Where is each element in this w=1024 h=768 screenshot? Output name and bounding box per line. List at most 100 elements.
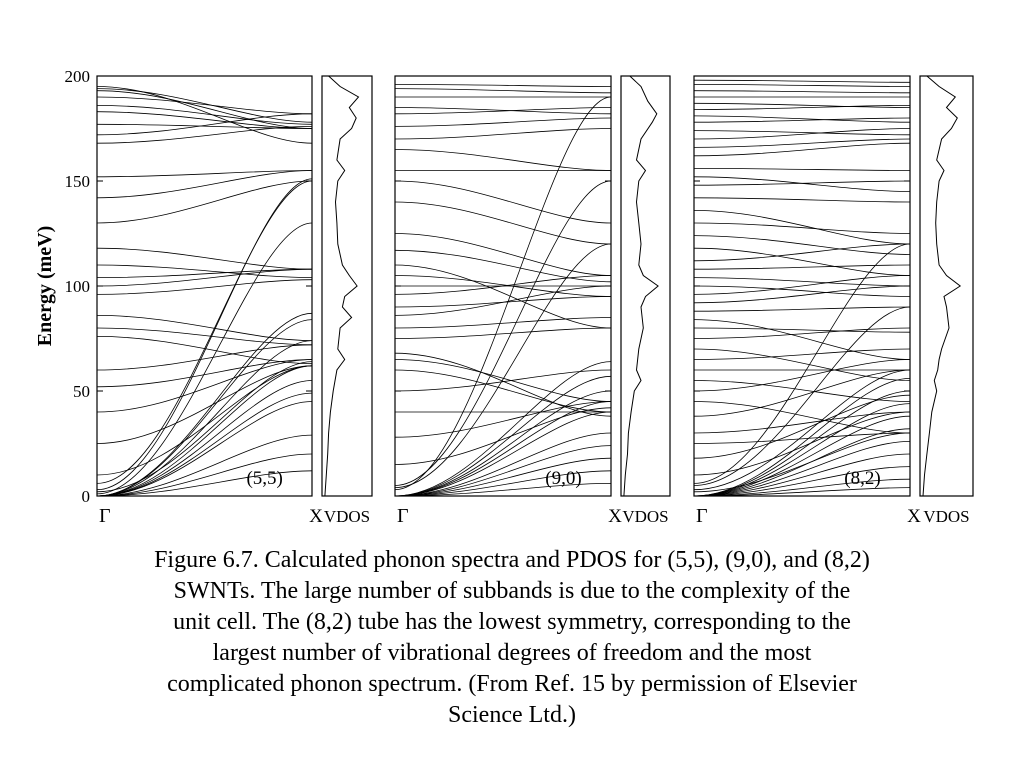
phonon-branch xyxy=(96,113,313,136)
y-tick-label: 200 xyxy=(65,67,91,86)
phonon-branch xyxy=(394,432,612,497)
phonon-branch xyxy=(693,432,911,444)
phonon-branch xyxy=(394,275,612,297)
phonon-branch xyxy=(96,470,313,497)
x-tick-label-gamma: Γ xyxy=(397,505,409,527)
phonon-branch xyxy=(693,115,911,123)
caption-line: Science Ltd.) xyxy=(448,702,576,728)
phonon-branch xyxy=(96,365,313,444)
phonon-branch xyxy=(96,340,313,497)
phonon-branch xyxy=(96,222,313,495)
panel-label: (8,2) xyxy=(844,468,880,489)
phonon-branch xyxy=(96,180,313,484)
phonon-branch xyxy=(96,327,313,346)
phonon-branch xyxy=(96,434,313,497)
phonon-branch xyxy=(394,390,612,497)
phonon-branch xyxy=(693,359,911,392)
phonon-branch xyxy=(394,96,612,491)
phonon-branch xyxy=(693,453,911,497)
phonon-branch xyxy=(693,235,911,255)
phonon-branch xyxy=(96,392,313,497)
x-tick-label-gamma: Γ xyxy=(696,505,708,527)
phonon-branch xyxy=(693,105,911,110)
phonon-branch xyxy=(693,142,911,157)
phonon-branch xyxy=(394,249,612,283)
phonon-branch xyxy=(96,170,313,199)
x-tick-label-x: X xyxy=(608,506,622,527)
x-tick-label-gamma: Γ xyxy=(99,505,111,527)
phonon-branch xyxy=(693,130,911,136)
phonon-branch xyxy=(96,105,313,125)
phonon-branch xyxy=(394,369,612,392)
phonon-branch xyxy=(394,361,612,497)
phonon-branch xyxy=(96,180,313,224)
phonon-branch xyxy=(394,117,612,127)
caption-line: largest number of vibrational degrees of… xyxy=(212,640,812,666)
phonon-branch xyxy=(693,222,911,234)
phonon-branch xyxy=(394,470,612,497)
phonon-branch xyxy=(394,317,612,329)
phonon-branch xyxy=(96,315,313,341)
caption-line: complicated phonon spectrum. (From Ref. … xyxy=(167,671,857,697)
phonon-branch xyxy=(96,359,313,413)
phonon-branch xyxy=(96,359,313,388)
phonon-branch xyxy=(394,84,612,87)
phonon-branch xyxy=(96,88,313,123)
phonon-branch xyxy=(394,243,612,488)
phonon-branch xyxy=(394,352,612,417)
phonon-branch xyxy=(693,210,911,245)
y-tick-label: 0 xyxy=(82,487,91,506)
phonon-branch xyxy=(394,401,612,438)
phonon-branch xyxy=(693,441,911,497)
phonon-branch xyxy=(693,168,911,171)
caption-line: Figure 6.7. Calculated phonon spectra an… xyxy=(154,547,870,573)
phonon-branch xyxy=(394,369,612,413)
phonon-branch xyxy=(693,327,911,333)
y-tick-label: 50 xyxy=(73,382,90,401)
phonon-branch xyxy=(96,268,313,278)
phonon-branch xyxy=(96,268,313,287)
phonon-branch xyxy=(693,348,911,360)
phonon-branch xyxy=(693,277,911,287)
vdos-curve xyxy=(623,75,659,497)
phonon-branch xyxy=(394,128,612,140)
vdos-curve xyxy=(324,75,360,497)
phonon-branch xyxy=(96,344,313,371)
phonon-branch xyxy=(693,401,911,434)
phonon-branch xyxy=(394,275,612,295)
phonon-branch xyxy=(693,394,911,459)
phonon-branch xyxy=(693,411,911,476)
phonon-branch xyxy=(693,306,911,312)
phonon-branch xyxy=(96,247,313,270)
phonon-branch xyxy=(693,243,911,484)
phonon-branch xyxy=(693,84,911,87)
phonon-branch xyxy=(96,123,313,129)
phonon-branch xyxy=(693,128,911,140)
phonon-branch xyxy=(693,102,911,108)
phonon-branch xyxy=(394,285,612,316)
phonon-branch xyxy=(693,90,911,94)
figure-caption: Figure 6.7. Calculated phonon spectra an… xyxy=(60,545,964,731)
phonon-branch xyxy=(693,466,911,497)
phonon-branch xyxy=(693,275,911,295)
phonon-branch xyxy=(96,365,313,497)
phonon-branch xyxy=(693,138,911,148)
phonon-branch xyxy=(96,90,313,129)
vdos-panel-frame xyxy=(620,75,671,497)
phonon-branch xyxy=(394,201,612,245)
phonon-branch xyxy=(693,432,911,493)
phonon-branch xyxy=(394,457,612,497)
phonon-branch xyxy=(394,233,612,276)
phonon-branch xyxy=(693,369,911,491)
phonon-branch xyxy=(693,306,911,486)
phonon-branch xyxy=(394,264,612,329)
phonon-branch xyxy=(693,327,911,339)
phonon-branch xyxy=(394,359,612,402)
phonon-branch xyxy=(96,361,313,493)
phonon-branch xyxy=(96,178,313,491)
phonon-branch xyxy=(693,478,911,497)
phonon-branch xyxy=(693,247,911,276)
phonon-branch xyxy=(394,445,612,497)
phonon-branch xyxy=(693,378,911,497)
